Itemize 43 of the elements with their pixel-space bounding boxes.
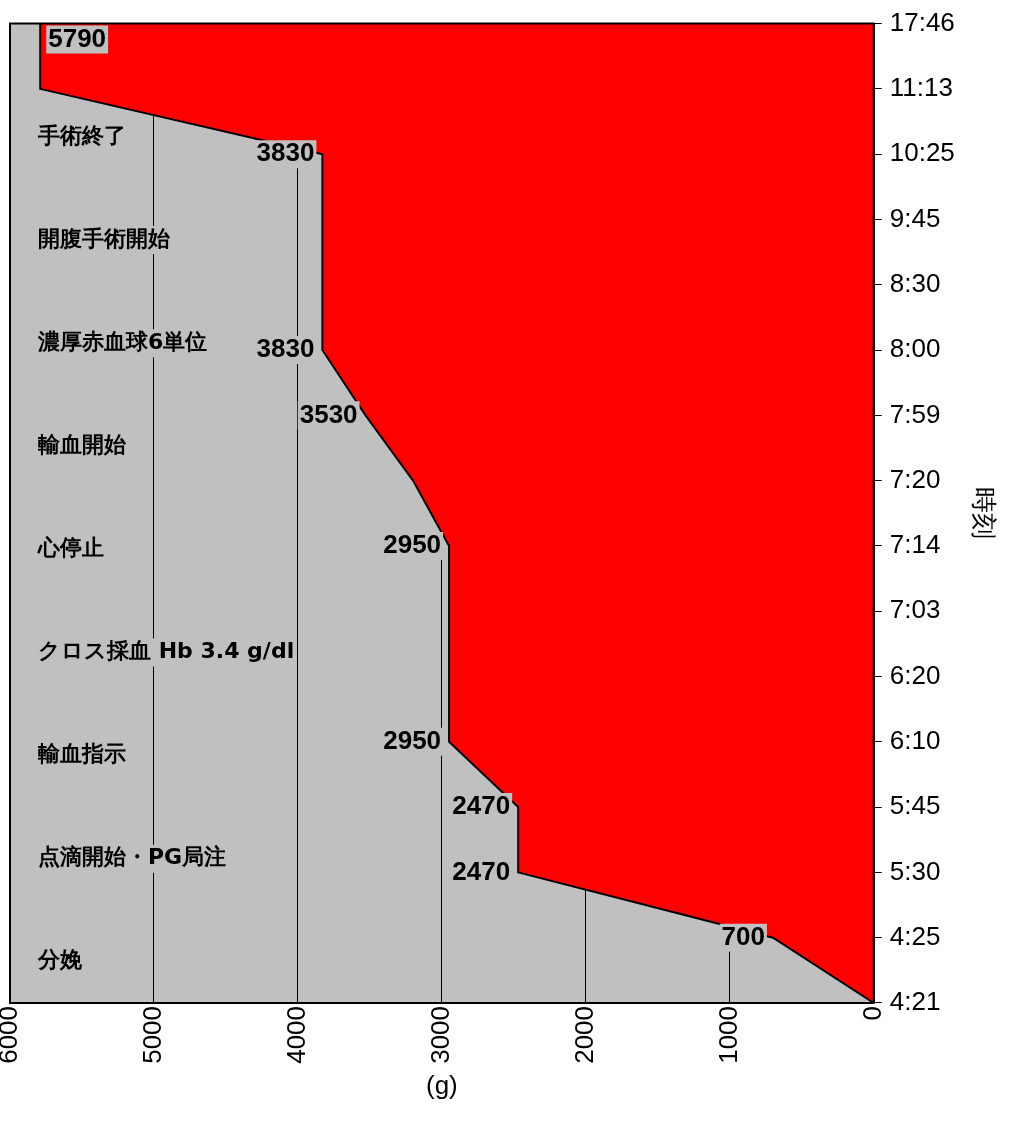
y-tick-label: 17:46: [889, 6, 955, 37]
data-label: 5790: [48, 22, 107, 53]
x-tick-label: 6000: [0, 1005, 24, 1064]
annotation: 心停止: [37, 535, 104, 561]
y-tick-label: 5:45: [889, 790, 941, 821]
y-tick-label: 10:25: [889, 137, 955, 168]
data-label: 3830: [256, 137, 315, 168]
annotation: 点滴開始・PG局注: [38, 844, 227, 870]
data-label: 2950: [383, 724, 442, 755]
y-tick-label: 7:59: [889, 398, 941, 429]
annotation: 手術終了: [37, 122, 126, 148]
y-tick-label: 6:10: [889, 724, 941, 755]
y-tick-label: 6:20: [889, 659, 941, 690]
y-tick-label: 7:14: [889, 529, 941, 560]
data-label: 700: [721, 920, 765, 951]
annotation: 分娩: [37, 947, 83, 973]
x-axis-title: (g): [425, 1069, 458, 1100]
x-tick-label: 0: [856, 1005, 887, 1021]
y-tick-label: 11:13: [889, 72, 953, 103]
data-label: 2950: [383, 529, 442, 560]
y-tick-label: 4:25: [889, 920, 941, 951]
data-label: 3830: [256, 333, 315, 364]
x-tick-label: 4000: [281, 1005, 312, 1064]
x-tick-label: 1000: [712, 1005, 743, 1064]
y-tick-label: 4:21: [889, 986, 941, 1017]
y-tick-label: 8:00: [889, 333, 941, 364]
y-tick-label: 8:30: [889, 267, 941, 298]
annotation: 輸血開始: [37, 431, 126, 457]
annotation: クロス採血 Hb 3.4 g/dl: [38, 638, 295, 664]
y-axis-title: 時刻: [969, 487, 1000, 540]
x-tick-label: 2000: [569, 1005, 599, 1064]
annotation: 濃厚赤血球6単位: [37, 328, 208, 354]
y-tick-label: 7:20: [889, 463, 941, 494]
x-tick-label: 5000: [137, 1005, 168, 1064]
annotation: 輸血指示: [37, 741, 126, 767]
y-tick-label: 9:45: [889, 202, 941, 233]
y-tick-label: 7:03: [889, 594, 941, 625]
data-label: 2470: [452, 790, 511, 821]
data-label: 3530: [299, 398, 358, 429]
x-tick-label: 3000: [425, 1005, 456, 1064]
annotation: 開腹手術開始: [38, 225, 170, 251]
y-tick-label: 5:30: [889, 855, 941, 886]
data-label: 2470: [452, 855, 511, 886]
